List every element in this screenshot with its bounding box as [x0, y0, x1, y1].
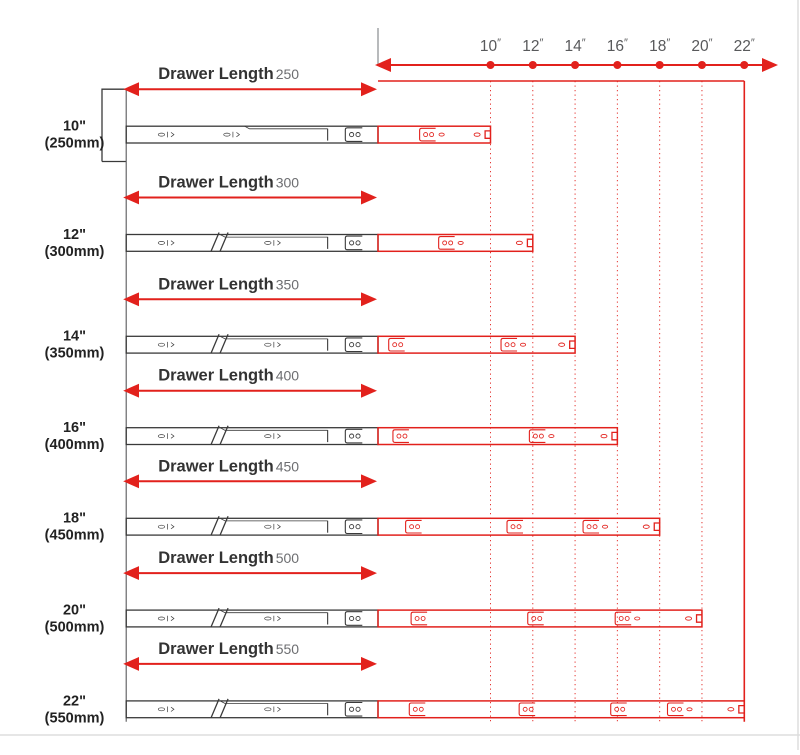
svg-text:16″: 16″ — [607, 37, 628, 55]
svg-text:14″: 14″ — [565, 37, 586, 55]
svg-text:(450mm): (450mm) — [45, 528, 105, 544]
svg-text:22″: 22″ — [734, 37, 755, 55]
svg-text:(300mm): (300mm) — [45, 244, 105, 260]
svg-text:(250mm): (250mm) — [45, 136, 105, 152]
svg-text:(550mm): (550mm) — [45, 710, 105, 726]
svg-text:16": 16" — [63, 420, 86, 436]
svg-text:10″: 10″ — [480, 37, 501, 55]
svg-text:18″: 18″ — [649, 37, 670, 55]
svg-text:(350mm): (350mm) — [45, 346, 105, 362]
svg-text:10": 10" — [63, 119, 86, 135]
svg-text:12″: 12″ — [522, 37, 543, 55]
svg-text:(500mm): (500mm) — [45, 620, 105, 636]
svg-text:12": 12" — [63, 227, 86, 243]
svg-text:22": 22" — [63, 693, 86, 709]
svg-text:(400mm): (400mm) — [45, 437, 105, 453]
svg-text:20": 20" — [63, 603, 86, 619]
svg-text:18": 18" — [63, 511, 86, 527]
svg-text:20″: 20″ — [691, 37, 712, 55]
svg-text:14": 14" — [63, 329, 86, 345]
